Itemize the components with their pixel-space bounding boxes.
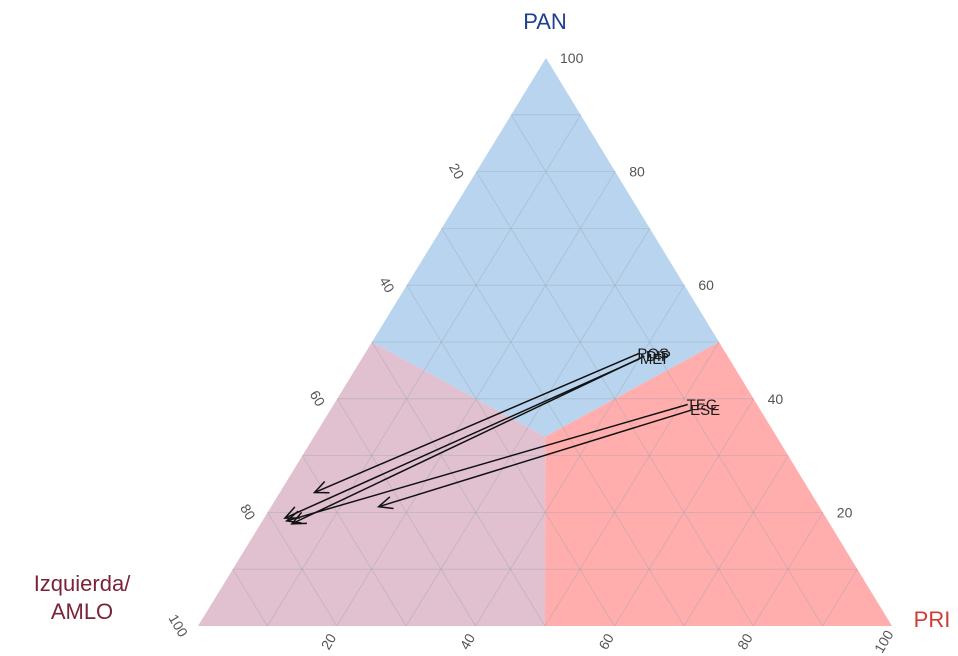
arrow-line-mei — [284, 358, 640, 519]
grid-line-pri — [752, 512, 824, 627]
arrow-line-pos — [314, 352, 640, 494]
pri-region — [545, 342, 892, 626]
grid-line-izq — [302, 455, 407, 627]
pri-label-text: PRI — [913, 607, 951, 632]
arrow-line-ese — [378, 409, 692, 508]
grid-line-izq — [267, 512, 338, 627]
arrow-head-tec — [284, 510, 302, 524]
right-edge-tick: 80 — [629, 164, 645, 180]
left-edge-tick: 60 — [307, 388, 329, 410]
arrow-head-ese — [376, 496, 394, 510]
left-axis-label: Izquierda/ AMLO — [2, 570, 162, 626]
right-edge-tick: 100 — [560, 50, 584, 66]
grid-line-pri — [336, 171, 616, 627]
left-region — [198, 342, 546, 626]
grid-line-pri — [544, 341, 720, 627]
bottom-edge-tick: 60 — [595, 631, 617, 653]
grid-line-izq — [371, 341, 546, 627]
pan-axis-label: PAN — [500, 8, 590, 36]
bottom-edge-tick: 100 — [871, 627, 897, 655]
tick-layer: 100 80 60 40 20 20 40 60 80 100 20 40 60 80 100 — [166, 50, 897, 656]
point-label-pos: POS — [637, 345, 669, 362]
right-edge-tick: 20 — [837, 504, 853, 520]
left-label-line2: AMLO — [50, 599, 114, 624]
right-edge-tick: 60 — [698, 277, 714, 293]
left-edge-tick: 40 — [376, 274, 398, 296]
bottom-edge-tick: 20 — [318, 631, 340, 653]
arrow-head-pos — [312, 480, 330, 494]
grid-line-pri — [683, 455, 789, 627]
bottom-edge-tick: 40 — [456, 631, 478, 653]
left-edge-tick: 100 — [166, 611, 192, 639]
grid-line-izq — [510, 114, 823, 627]
pri-axis-label: PRI — [906, 606, 958, 634]
arrow-line-dip — [291, 355, 645, 525]
grid-line-pri — [822, 568, 858, 627]
left-edge-tick: 20 — [446, 160, 468, 182]
grid-line-pri — [267, 114, 581, 627]
grid-line-izq — [441, 228, 685, 627]
grid-line-izq — [476, 171, 754, 627]
grid-line-pri — [614, 398, 754, 627]
grid-line-izq — [336, 398, 476, 627]
pan-region — [372, 58, 719, 437]
bottom-edge-tick: 80 — [734, 631, 756, 653]
point-label-dip: DIP — [646, 348, 671, 365]
left-label-line1: Izquierda/ — [33, 571, 131, 596]
pan-label-text: PAN — [523, 9, 567, 34]
arrow-head-dip — [290, 511, 307, 525]
point-label-tec: TEC — [687, 396, 717, 413]
grid-line-izq — [232, 568, 268, 627]
grid-line-pri — [405, 228, 651, 627]
left-edge-tick: 80 — [237, 501, 259, 523]
grid-line-pri — [475, 284, 685, 627]
point-label-ese: ESE — [690, 402, 720, 419]
region-layer — [198, 58, 892, 626]
point-label-mei: MEI — [640, 351, 667, 368]
arrow-layer — [283, 352, 692, 525]
right-edge-tick: 40 — [768, 391, 784, 407]
arrow-line-tec — [286, 403, 688, 522]
